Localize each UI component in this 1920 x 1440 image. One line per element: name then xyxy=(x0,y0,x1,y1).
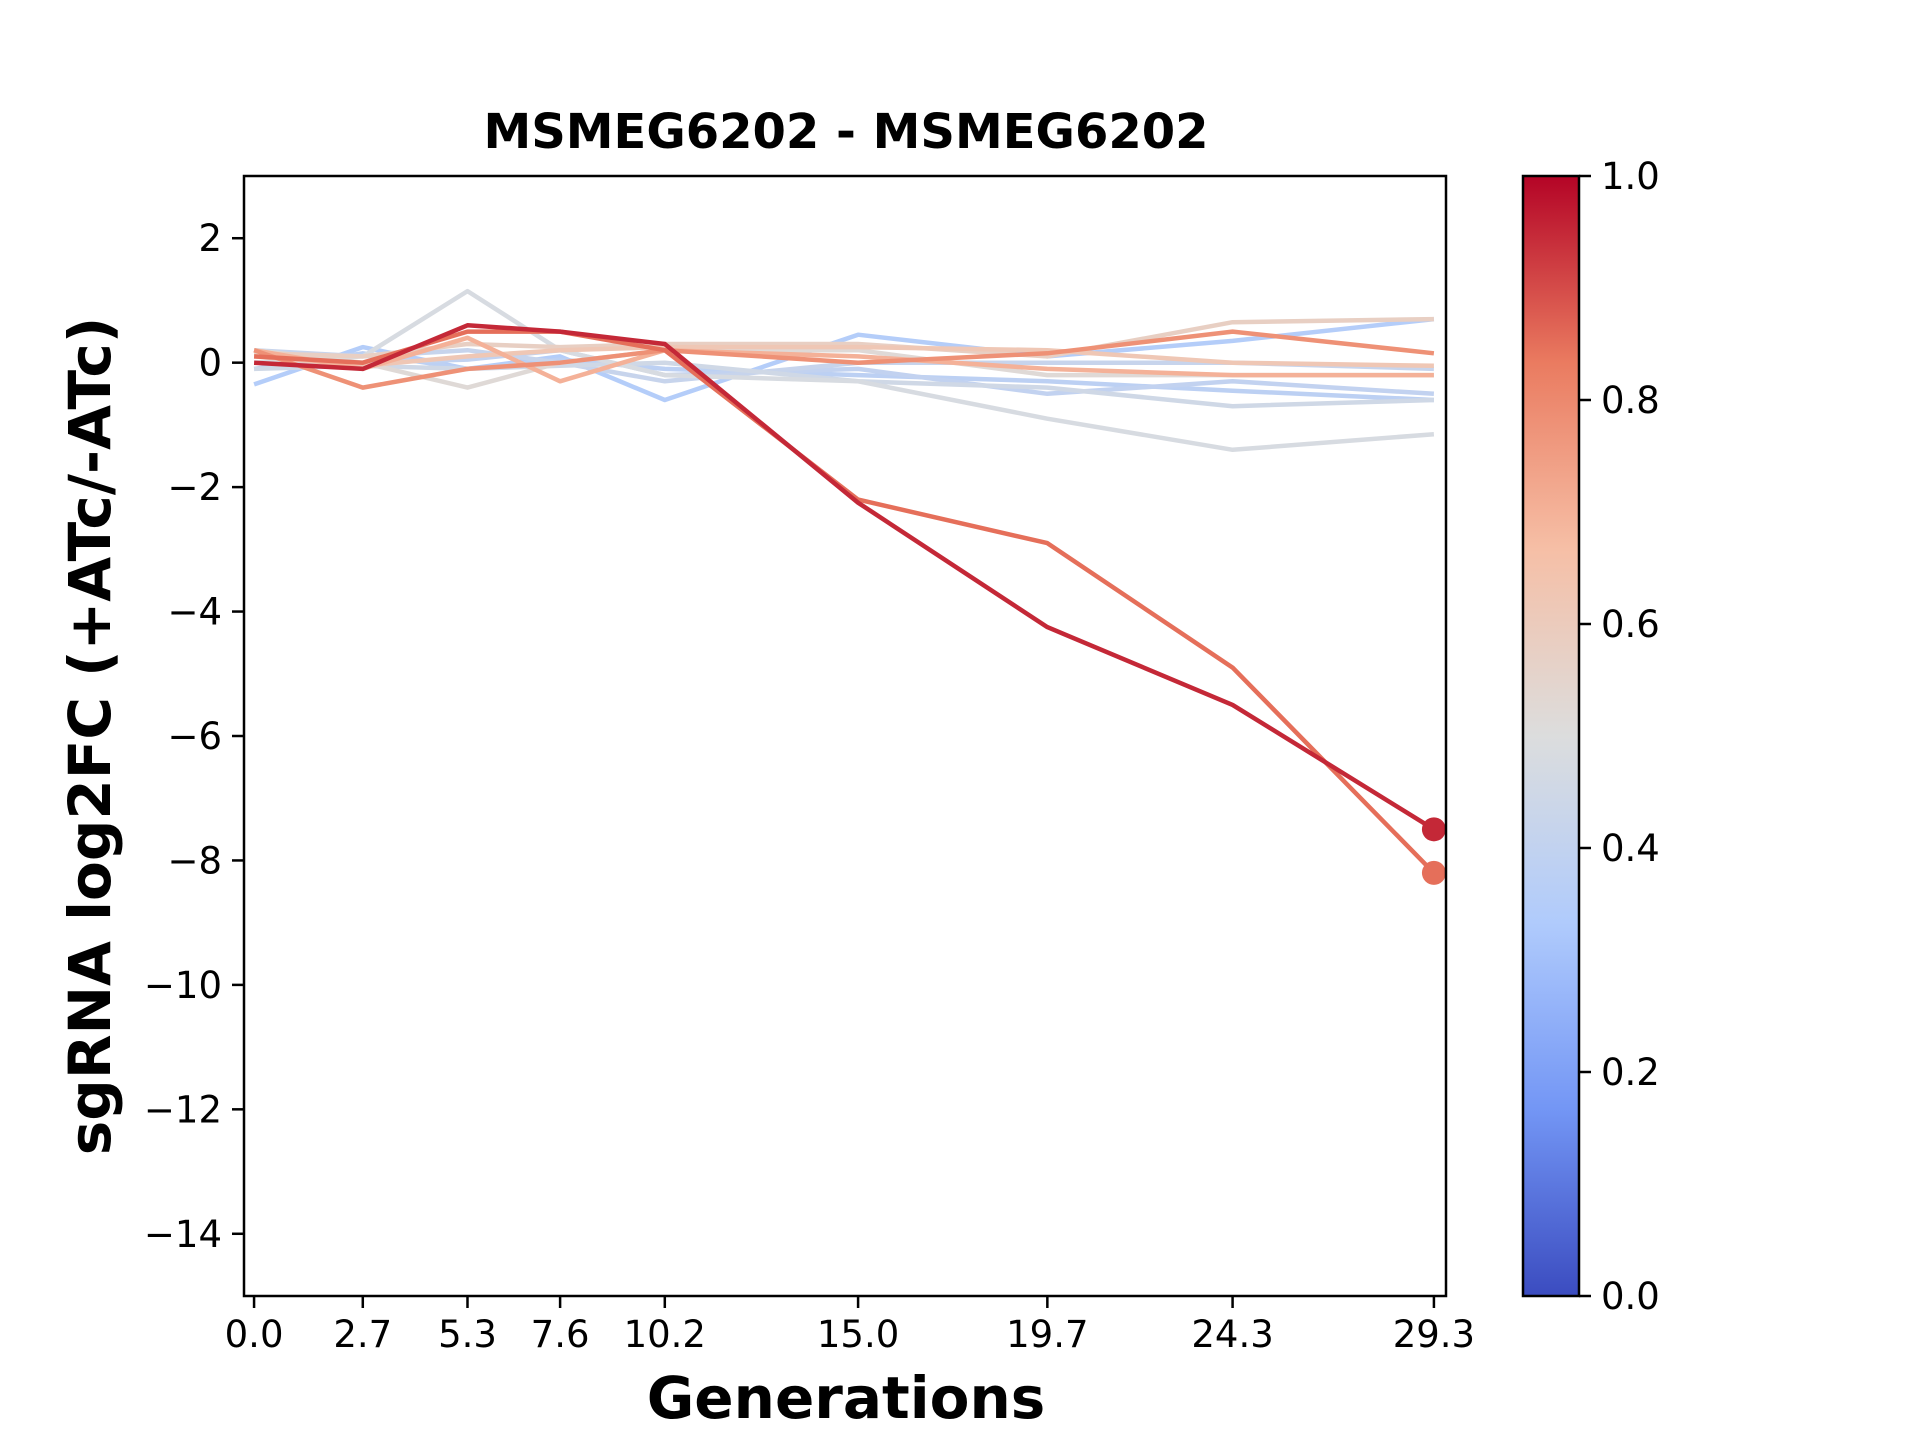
y-tick-label: −4 xyxy=(167,591,222,634)
chart-title: MSMEG6202 - MSMEG6202 xyxy=(483,104,1208,160)
series-line xyxy=(253,323,1436,832)
x-axis: 0.0 2.7 5.3 7.6 10.2 15.0 19.7 24.3 29.3 xyxy=(225,1296,1475,1356)
y-tick-label: −10 xyxy=(144,964,222,1007)
x-tick-label: 15.0 xyxy=(817,1313,899,1356)
y-tick-label: −14 xyxy=(144,1213,222,1256)
series-line xyxy=(253,329,1436,875)
x-tick-label: 0.0 xyxy=(225,1313,284,1356)
colorbar-tick-label: 0.4 xyxy=(1601,827,1660,870)
colorbar-tick-label: 0.2 xyxy=(1601,1051,1660,1094)
colorbar-tick-label: 0.0 xyxy=(1601,1275,1660,1318)
x-tick-label: 2.7 xyxy=(333,1313,392,1356)
y-tick-label: −12 xyxy=(144,1088,222,1131)
series-endpoint xyxy=(1421,860,1446,885)
x-axis-label: Generations xyxy=(647,1364,1046,1432)
x-tick-label: 29.3 xyxy=(1393,1313,1475,1356)
colorbar xyxy=(1521,174,1581,1298)
x-tick-label: 24.3 xyxy=(1191,1313,1273,1356)
x-tick-label: 5.3 xyxy=(438,1313,497,1356)
colorbar-tick-label: 1.0 xyxy=(1601,155,1660,198)
colorbar-tick-label: 0.6 xyxy=(1601,603,1660,646)
y-tick-label: −2 xyxy=(167,466,222,509)
x-tick-label: 19.7 xyxy=(1006,1313,1088,1356)
series-endpoint xyxy=(1421,817,1446,842)
y-tick-label: −8 xyxy=(167,839,222,882)
x-tick-label: 10.2 xyxy=(624,1313,706,1356)
x-tick-label: 7.6 xyxy=(531,1313,590,1356)
series-line xyxy=(253,288,1435,453)
y-axis: 2 0 −2 −4 −6 −8 −10 −12 −14 xyxy=(144,217,244,1256)
y-axis-label: sgRNA log2FC (+ATc/-ATc) xyxy=(56,317,124,1155)
series-line xyxy=(254,360,1434,409)
y-tick-label: 2 xyxy=(198,217,222,260)
series-line xyxy=(253,344,1434,369)
series-layer xyxy=(253,288,1446,885)
colorbar-tick-label: 0.8 xyxy=(1601,379,1660,422)
y-tick-label: −6 xyxy=(167,715,222,758)
colorbar-axis: 0.0 0.2 0.4 0.6 0.8 1.0 xyxy=(1579,155,1660,1318)
y-tick-label: 0 xyxy=(198,342,222,385)
